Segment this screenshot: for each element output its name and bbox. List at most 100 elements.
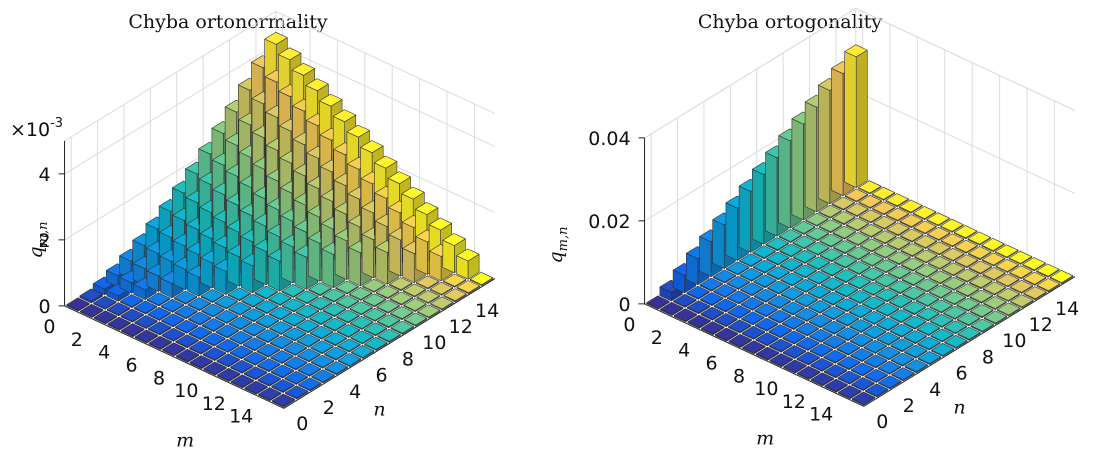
bar-m1-n15 — [858, 180, 882, 195]
bar-m11-n15 — [995, 244, 1019, 259]
bar-m8-n1 — [769, 338, 793, 353]
bar-m7-n5 — [808, 299, 832, 314]
bar-m13-n4 — [877, 346, 901, 361]
bar-m14-n10 — [970, 304, 994, 319]
bar-m9-n3 — [809, 328, 833, 343]
bar-m5-n2 — [161, 313, 185, 328]
bar-m4-n15 — [899, 199, 923, 214]
bar-m11-n6 — [296, 319, 320, 334]
bar-m7-n14 — [927, 227, 951, 241]
bar-m9-n6 — [848, 304, 873, 319]
bar-m6-n2 — [175, 319, 199, 334]
bar-m6-n13 — [900, 228, 924, 243]
n-tick-label: 2 — [903, 395, 915, 417]
bar-m1-n0 — [660, 301, 684, 316]
bar-m14-n13 — [429, 281, 454, 296]
m-tick-label: 4 — [98, 342, 110, 364]
bar-m9-n3 — [229, 330, 253, 345]
bar-m9-n10 — [901, 272, 925, 287]
bar-m12-n7 — [323, 317, 347, 332]
bar-m10-n15 — [981, 238, 1005, 252]
bar-m3-n11 — [832, 225, 856, 240]
bar-m12-n5 — [876, 331, 901, 346]
bar-m1-n0 — [80, 303, 104, 318]
z-tick-label: 0.02 — [588, 211, 630, 233]
bar-m15-n15 — [1049, 270, 1074, 284]
z-tick-label: 4 — [38, 164, 50, 186]
m-tick-label: 0 — [623, 314, 635, 336]
bar-m5-n15 — [912, 206, 937, 220]
chart-orthonormality-error: Chyba ortonormality 0 2 4 6 8 10 12 14 0 2 4 6 8 10 12 1… — [10, 10, 499, 452]
bar-m15-n5 — [917, 351, 942, 365]
bar-m15-n0 — [851, 391, 876, 406]
bar-m13-n10 — [956, 297, 980, 312]
n-tick-label: 12 — [449, 316, 473, 338]
bar-m14-n5 — [324, 346, 348, 361]
bar-m7-n1 — [175, 334, 199, 349]
bar-m3-n3 — [727, 290, 751, 305]
bar-m15-n7 — [944, 334, 968, 349]
bar-m11-n0 — [797, 365, 821, 380]
bar-m2-n8 — [779, 243, 803, 258]
bar-m8-n10 — [887, 265, 912, 280]
bar-m1-n1 — [673, 293, 697, 308]
bar-m15-n11 — [997, 302, 1021, 317]
m-tick-label: 8 — [153, 367, 165, 389]
bar-m5-n3 — [174, 305, 198, 320]
bar-m10-n5 — [269, 321, 293, 335]
bar-m4-n13 — [872, 215, 897, 230]
bar-m4-n8 — [806, 256, 831, 271]
bar-m9-n4 — [822, 320, 846, 335]
bar-m6-n0 — [148, 335, 172, 350]
bar-m15-n10 — [983, 310, 1008, 325]
bar-m10-n5 — [849, 319, 873, 333]
bar-m11-n14 — [981, 252, 1006, 267]
bar-m8-n0 — [176, 348, 200, 363]
bar-m12-n4 — [863, 339, 887, 354]
x-axis-label: m — [176, 430, 194, 452]
bar-m14-n0 — [838, 385, 862, 400]
bar-m6-n2 — [755, 317, 779, 332]
bar-m6-n5 — [214, 295, 238, 310]
bar-m11-n1 — [230, 359, 254, 374]
bar-m14-n4 — [310, 354, 335, 369]
m-tick-label: 10 — [174, 380, 198, 402]
bar-m8-n14 — [940, 233, 965, 248]
bar-m8-n6 — [255, 300, 279, 315]
bar-m13-n6 — [323, 332, 347, 347]
bar-m13-n1 — [257, 372, 281, 387]
bar-m11-n7 — [889, 309, 913, 324]
bar-m5-n0 — [134, 329, 159, 344]
bar-m10-n1 — [216, 353, 240, 368]
bar-m12-n2 — [257, 358, 281, 373]
bar-m8-n11 — [901, 257, 925, 272]
bar-m2-n12 — [832, 211, 856, 225]
bar-m1-n5 — [726, 261, 750, 276]
bar-m3-n2 — [713, 298, 738, 313]
bar-m6-n9 — [847, 261, 871, 275]
bar-m6-n5 — [794, 293, 818, 308]
bar-m12-n8 — [336, 309, 360, 324]
bar-m5-n5 — [200, 289, 225, 303]
bar-m11-n2 — [243, 351, 267, 366]
bar-m8-n3 — [215, 324, 239, 339]
bar-m12-n9 — [929, 299, 953, 314]
bar-m2-n5 — [739, 267, 763, 282]
bar-m15-n6 — [351, 344, 375, 359]
bar-m15-n0 — [271, 393, 296, 408]
bar-m15-n8 — [957, 326, 981, 341]
bar-m10-n3 — [243, 337, 267, 352]
bar-m12-n3 — [270, 350, 294, 364]
bar-m2-n7 — [766, 251, 790, 266]
bar-m12-n6 — [889, 323, 914, 338]
bar-m10-n7 — [295, 304, 320, 319]
bar-m10-n9 — [902, 286, 926, 301]
bar-m6-n10 — [860, 253, 884, 267]
bar-m13-n7 — [336, 324, 361, 338]
bar-m5-n3 — [754, 303, 778, 318]
bar-m3-n14 — [872, 201, 896, 216]
bar-m7-n12 — [900, 243, 924, 258]
bar-m8-n6 — [835, 298, 859, 313]
bar-m14-n2 — [284, 370, 308, 385]
